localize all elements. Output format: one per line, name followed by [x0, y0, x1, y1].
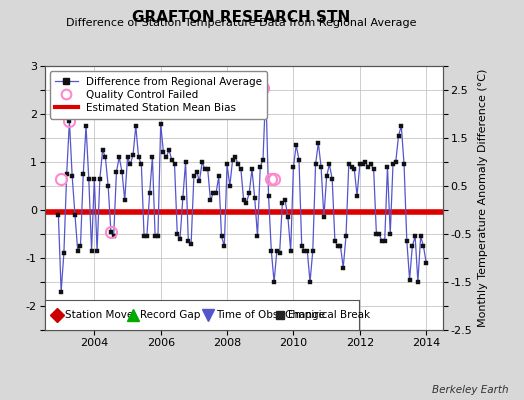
Text: Time of Obs. Change: Time of Obs. Change [216, 310, 325, 320]
Text: Record Gap: Record Gap [140, 310, 201, 320]
Text: Berkeley Earth: Berkeley Earth [432, 385, 508, 395]
Text: GRAFTON RESEARCH STN: GRAFTON RESEARCH STN [132, 10, 350, 25]
Legend: Difference from Regional Average, Quality Control Failed, Estimated Station Mean: Difference from Regional Average, Qualit… [50, 71, 267, 118]
Text: Empirical Break: Empirical Break [288, 310, 370, 320]
Y-axis label: Monthly Temperature Anomaly Difference (°C): Monthly Temperature Anomaly Difference (… [478, 69, 488, 327]
Text: Station Move: Station Move [65, 310, 133, 320]
Text: Difference of Station Temperature Data from Regional Average: Difference of Station Temperature Data f… [66, 18, 416, 28]
